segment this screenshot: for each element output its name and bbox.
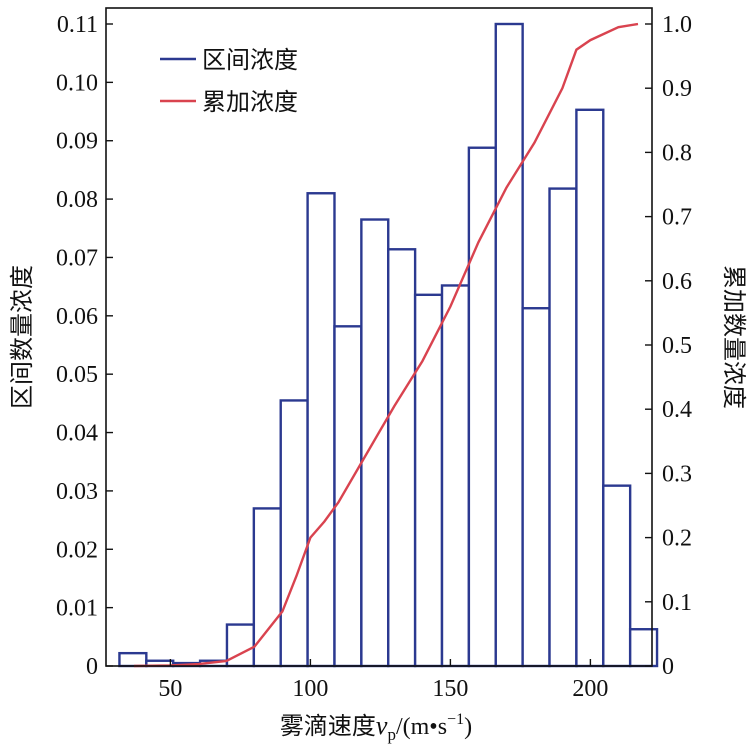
histogram-bar xyxy=(279,399,309,668)
y-left-tick-label: 0.09 xyxy=(56,129,98,155)
y-left-tick-label: 0.01 xyxy=(56,596,98,622)
legend-label-interval: 区间浓度 xyxy=(202,46,298,74)
y-right-tick-label: 0.3 xyxy=(662,461,692,487)
y-right-axis-title: 累加数量浓度 xyxy=(720,265,748,409)
y-left-tick-label: 0.03 xyxy=(56,479,98,505)
y-left-tick-label: 0 xyxy=(86,654,98,680)
y-right-tick-label: 0.5 xyxy=(662,333,692,359)
cumulative-concentration-line xyxy=(133,22,639,668)
x-tick-label: 50 xyxy=(158,676,182,702)
x-tick-label: 150 xyxy=(432,676,468,702)
legend-label-cumulative: 累加浓度 xyxy=(202,88,298,116)
y-left-tick-label: 0.07 xyxy=(56,245,98,271)
y-right-axis-ticks: 0 0.1 0.2 0.3 0.4 0.5 0.6 0.7 0.8 0.9 1.0 xyxy=(645,12,692,680)
y-left-tick-label: 0.05 xyxy=(56,362,98,388)
y-left-axis-ticks: 0 0.01 0.02 0.03 0.04 0.05 0.06 0.07 0.08 0.09 0.1… xyxy=(56,12,113,680)
y-right-tick-label: 0.1 xyxy=(662,590,692,616)
x-axis-title: 雾滴速度vp/(m•s−1) xyxy=(280,711,472,744)
y-right-tick-label: 0 xyxy=(662,654,674,680)
histogram-bar xyxy=(548,187,578,668)
x-tick-label: 200 xyxy=(572,676,608,702)
histogram-bar xyxy=(413,293,444,668)
y-right-tick-label: 0.2 xyxy=(662,526,692,552)
y-left-tick-label: 0.08 xyxy=(56,187,98,213)
y-right-tick-label: 1.0 xyxy=(662,12,692,38)
histogram-bar xyxy=(387,248,417,668)
x-tick-label: 100 xyxy=(292,676,328,702)
histogram-bar xyxy=(575,108,605,668)
y-left-tick-label: 0.11 xyxy=(57,12,98,38)
histogram-bar xyxy=(628,628,659,668)
histogram-bar xyxy=(118,651,148,668)
histogram-bar xyxy=(602,484,632,668)
y-left-tick-label: 0.02 xyxy=(56,537,98,563)
y-left-tick-label: 0.10 xyxy=(56,70,98,96)
histogram-bar xyxy=(360,218,390,668)
bars-group xyxy=(118,22,659,668)
y-right-tick-label: 0.6 xyxy=(662,269,692,295)
histogram-bar xyxy=(333,325,363,668)
y-right-tick-label: 0.9 xyxy=(662,76,692,102)
plot-frame xyxy=(105,7,653,667)
histogram-bar xyxy=(467,146,497,668)
histogram-bar xyxy=(440,284,471,668)
y-right-tick-label: 0.8 xyxy=(662,140,692,166)
histogram-bar xyxy=(494,22,524,668)
y-right-tick-label: 0.7 xyxy=(662,205,692,231)
x-axis-ticks: 50 100 150 200 xyxy=(158,659,608,702)
y-left-axis-title: 区间数量浓度 xyxy=(8,265,36,409)
histogram-bar xyxy=(306,192,336,668)
histogram-bar xyxy=(521,307,551,668)
y-left-tick-label: 0.04 xyxy=(56,421,98,447)
y-left-tick-label: 0.06 xyxy=(56,304,98,330)
legend: 区间浓度 累加浓度 xyxy=(160,46,298,116)
y-right-tick-label: 0.4 xyxy=(662,397,692,423)
